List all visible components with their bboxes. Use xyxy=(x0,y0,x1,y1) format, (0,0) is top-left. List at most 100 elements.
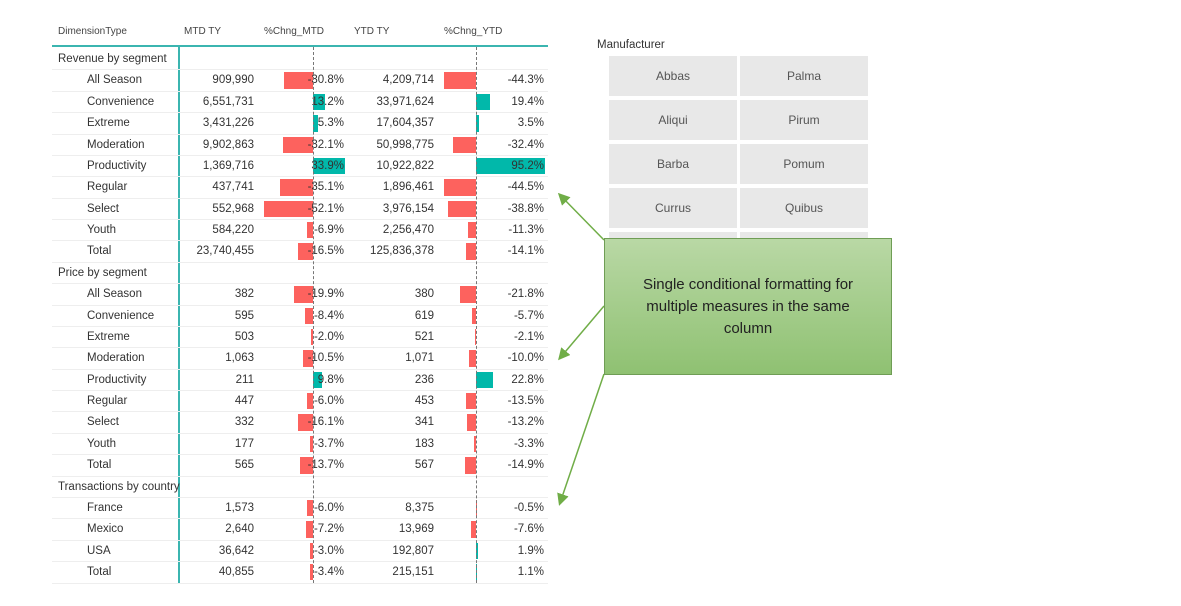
data-bar xyxy=(472,307,477,324)
percent-cell: -52.1% xyxy=(307,202,344,215)
number-cell: 9,902,863 xyxy=(202,138,254,151)
percent-cell: 1.1% xyxy=(517,566,544,579)
number-cell: 36,642 xyxy=(218,544,254,557)
data-bar xyxy=(476,115,479,132)
column-header: %Chng_MTD xyxy=(264,26,325,37)
data-bar xyxy=(294,286,314,303)
number-cell: 183 xyxy=(414,437,434,450)
data-bar xyxy=(284,72,314,89)
data-bar xyxy=(313,157,345,175)
slicer-button[interactable]: Palma xyxy=(740,56,868,96)
row-rule xyxy=(52,69,548,71)
arrow xyxy=(557,373,605,506)
percent-cell: -35.1% xyxy=(307,181,344,194)
data-bar xyxy=(282,136,314,153)
row-rule xyxy=(52,197,548,199)
data-bar xyxy=(300,457,314,474)
group-label: Transactions by country xyxy=(58,480,180,493)
data-bar xyxy=(444,72,477,89)
row-rule xyxy=(52,518,548,520)
row-rule xyxy=(52,411,548,413)
data-bar xyxy=(309,435,314,453)
callout: Single conditional formatting for multip… xyxy=(604,238,892,375)
percent-cell: -38.8% xyxy=(507,202,544,215)
number-cell: 40,855 xyxy=(218,566,254,579)
row-rule xyxy=(52,561,548,563)
data-bar xyxy=(306,222,314,239)
row-label: USA xyxy=(87,544,111,557)
percent-cell: -14.1% xyxy=(507,245,544,258)
percent-cell: -13.2% xyxy=(507,416,544,429)
number-cell: 619 xyxy=(414,309,434,322)
percent-cell: -3.4% xyxy=(313,566,344,579)
number-cell: 341 xyxy=(414,416,434,429)
number-cell: 503 xyxy=(234,330,254,343)
row-label: Moderation xyxy=(87,138,145,151)
percent-cell: 33.9% xyxy=(311,159,344,172)
percent-cell: -6.9% xyxy=(313,224,344,237)
percent-cell: -5.7% xyxy=(513,309,544,322)
number-cell: 236 xyxy=(414,373,434,386)
slicer-button[interactable]: Barba xyxy=(609,144,737,184)
slicer-button[interactable]: Quibus xyxy=(740,188,868,228)
number-cell: 50,998,775 xyxy=(376,138,434,151)
group-label: Price by segment xyxy=(58,266,147,279)
data-bar xyxy=(448,200,477,218)
percent-cell: -14.9% xyxy=(507,459,544,472)
data-bar xyxy=(303,350,314,367)
row-label: Extreme xyxy=(87,117,130,130)
percent-cell: -8.4% xyxy=(313,309,344,322)
data-bar xyxy=(309,564,314,581)
percent-cell: 9.8% xyxy=(317,373,344,386)
data-bar xyxy=(307,499,314,517)
group-label: Revenue by segment xyxy=(58,53,167,65)
row-rule xyxy=(52,283,548,285)
number-cell: 2,640 xyxy=(225,523,254,536)
slicer-button[interactable]: Aliqui xyxy=(609,100,737,140)
row-rule xyxy=(52,347,548,349)
number-cell: 10,922,822 xyxy=(376,159,434,172)
row-label: Select xyxy=(87,416,119,429)
row-label: Convenience xyxy=(87,309,155,322)
row-rule xyxy=(52,176,548,178)
row-rule xyxy=(52,133,548,135)
number-cell: 192,807 xyxy=(392,544,434,557)
slicer-title: Manufacturer xyxy=(597,39,665,51)
row-rule xyxy=(52,432,548,434)
slicer-button[interactable]: Abbas xyxy=(609,56,737,96)
slicer-button[interactable]: Pomum xyxy=(740,144,868,184)
percent-cell: -2.1% xyxy=(513,330,544,343)
number-cell: 1,573 xyxy=(225,501,254,514)
data-bar xyxy=(474,328,477,346)
slicer-button[interactable]: Pirum xyxy=(740,100,868,140)
percent-cell: -13.7% xyxy=(307,459,344,472)
percent-cell: 19.4% xyxy=(511,95,544,108)
row-rule xyxy=(52,539,548,541)
data-bar xyxy=(465,243,477,260)
row-rule xyxy=(52,219,548,221)
percent-cell: -44.3% xyxy=(507,74,544,87)
number-cell: 3,976,154 xyxy=(382,202,434,215)
number-cell: 382 xyxy=(234,288,254,301)
row-label: Moderation xyxy=(87,352,145,365)
row-label: Convenience xyxy=(87,95,155,108)
row-label: France xyxy=(87,501,123,514)
row-rule xyxy=(52,112,548,114)
percent-cell: -21.8% xyxy=(507,288,544,301)
row-rule xyxy=(52,368,548,370)
bar-axis xyxy=(476,47,478,583)
slicer-button[interactable]: Currus xyxy=(609,188,737,228)
row-label: All Season xyxy=(87,288,142,301)
number-cell: 17,604,357 xyxy=(376,117,434,130)
row-rule xyxy=(52,475,548,477)
number-cell: 13,969 xyxy=(398,523,434,536)
data-bar xyxy=(444,179,477,196)
number-cell: 177 xyxy=(234,437,254,450)
percent-cell: -16.1% xyxy=(307,416,344,429)
row-rule xyxy=(52,454,548,456)
data-bar xyxy=(452,136,477,153)
data-bar xyxy=(460,286,477,303)
number-cell: 453 xyxy=(414,395,434,408)
percent-cell: -7.2% xyxy=(313,523,344,536)
